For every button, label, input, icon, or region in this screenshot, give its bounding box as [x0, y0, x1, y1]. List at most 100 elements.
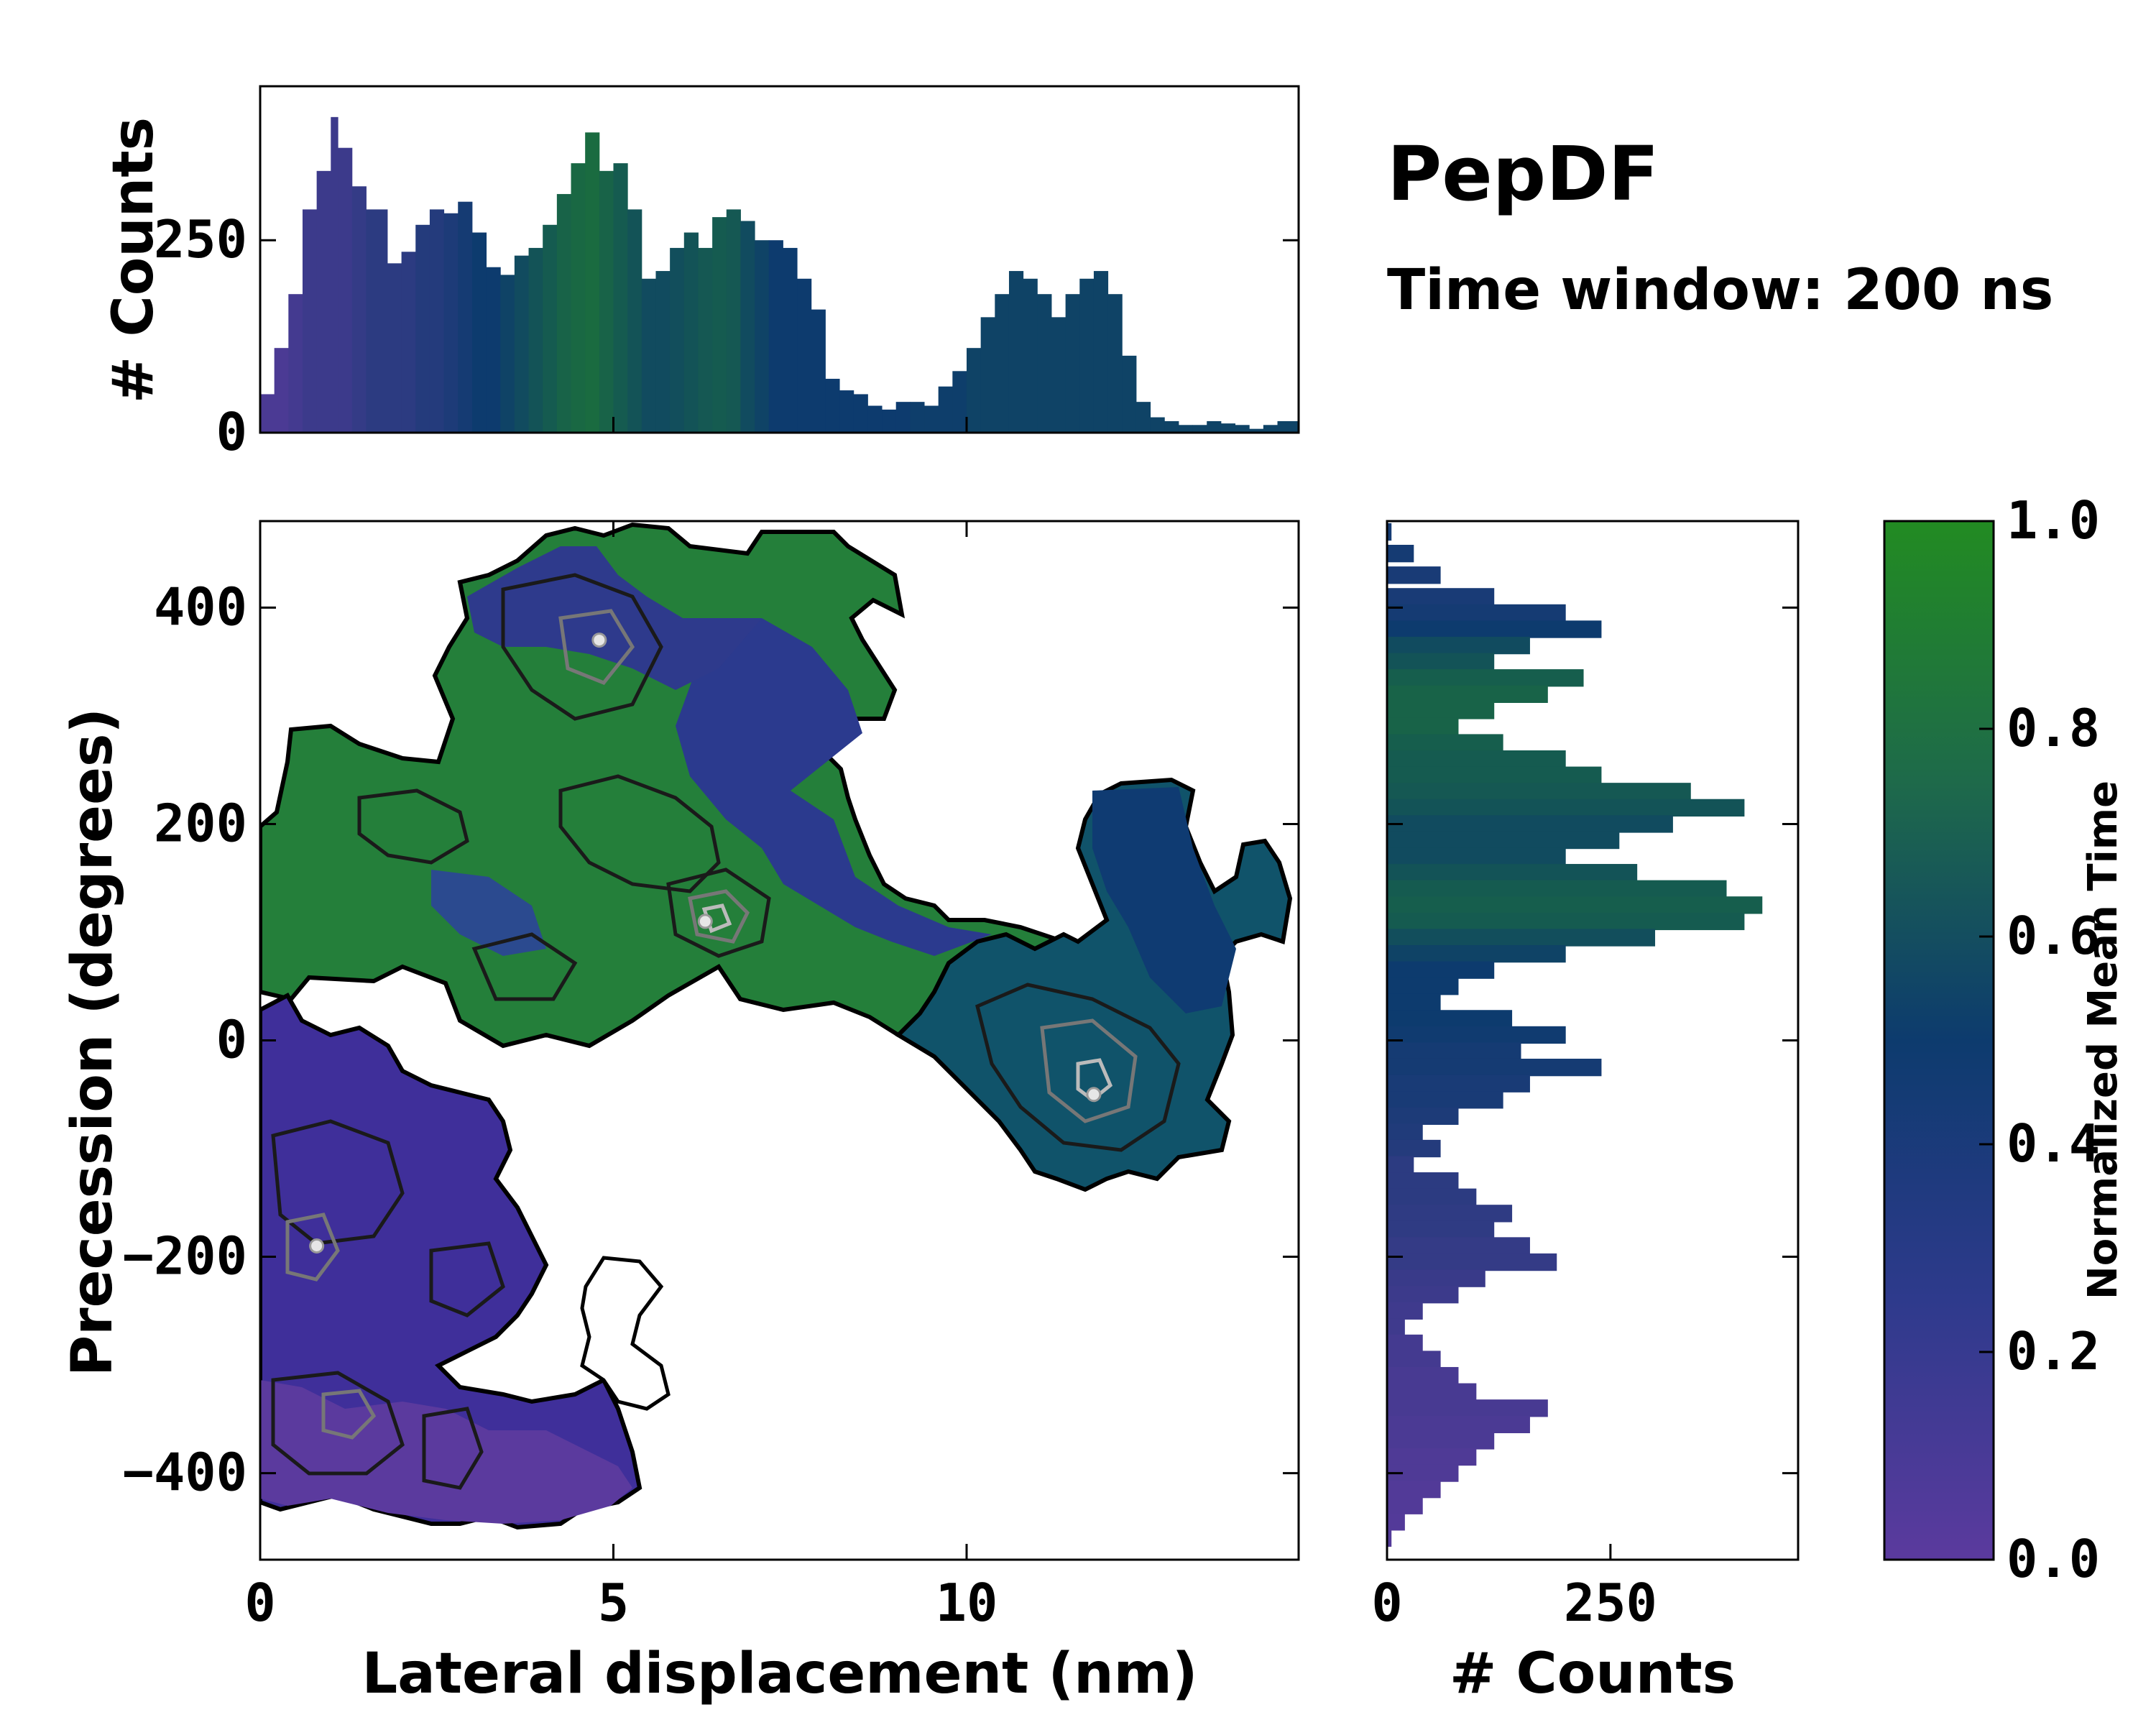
right-histogram-bar [1387, 1399, 1548, 1417]
top-histogram-bar [443, 213, 459, 433]
top-histogram-bar [1023, 278, 1038, 433]
right-histogram-bar [1387, 847, 1566, 865]
right-histogram-bar [1387, 993, 1441, 1011]
colorbar-tick-label: 0.4 [2007, 1113, 2100, 1174]
right-histogram-bar [1387, 1237, 1530, 1255]
y-tick-label: 400 [154, 576, 247, 637]
heatmap-cells [260, 522, 1293, 1530]
region-hole [580, 1256, 671, 1411]
right-histogram-bar [1387, 1172, 1459, 1190]
density-peak [697, 914, 713, 929]
right-histogram-bar [1387, 1302, 1423, 1320]
right-histogram-bar [1387, 944, 1566, 963]
right-histogram-bar [1387, 1366, 1459, 1385]
y-tick-label: 200 [154, 793, 247, 853]
top-histogram-bar [1122, 355, 1137, 433]
top-histogram-bar [797, 278, 812, 433]
main-heatmap-ticks: 0 5 10 −400 −200 0 200 400 [123, 521, 1299, 1633]
right-histogram-bar [1387, 1318, 1405, 1336]
top-histogram-bar [338, 147, 353, 433]
right-histogram-bars [1387, 523, 1763, 1547]
top-histogram-frame [259, 85, 1300, 434]
top-histogram-bar [811, 309, 826, 433]
region-right-blue [1092, 787, 1236, 1013]
right-histogram-bar [1387, 1269, 1485, 1287]
right-histogram-bar [1387, 1383, 1477, 1401]
x-tick-label: 5 [598, 1573, 629, 1633]
right-histogram-bar [1387, 669, 1584, 687]
right-histogram-bar [1387, 604, 1566, 622]
top-histogram-bar [966, 348, 982, 433]
top-histogram-bar [458, 201, 473, 433]
colorbar: 0.0 0.2 0.4 0.6 0.8 1.0 Normalized Mean Time [1883, 490, 2127, 1589]
top-histogram-bar [331, 116, 338, 433]
right-histogram-bar [1387, 717, 1459, 736]
right-histogram-bar [1387, 545, 1414, 563]
top-histogram-bar [1178, 425, 1194, 433]
top-histogram-bar [783, 247, 798, 433]
colorbar-tick-label: 1.0 [2007, 490, 2100, 551]
colorbar-tick-label: 0.2 [2007, 1321, 2100, 1381]
top-histogram: 0 250 # Counts [101, 85, 1300, 462]
region-lower-left [260, 992, 642, 1530]
colorbar-tick-label: 0.8 [2007, 698, 2100, 758]
top-histogram-ylabel: # Counts [101, 117, 166, 403]
colorbar-ticks: 0.0 0.2 0.4 0.6 0.8 1.0 [1979, 490, 2100, 1589]
right-histogram-bar [1387, 831, 1620, 850]
right-histogram-bar [1387, 1010, 1513, 1028]
top-histogram-bar [1065, 294, 1080, 433]
top-histogram-bar [1220, 423, 1236, 433]
x-tick-label: 0 [244, 1573, 275, 1633]
right-histogram-bar [1387, 1529, 1392, 1547]
top-histogram-bar [1093, 271, 1109, 433]
right-histogram-bar [1387, 1496, 1423, 1514]
top-histogram-bar [500, 275, 515, 433]
right-histogram-bar [1387, 815, 1673, 833]
contours [271, 573, 1181, 1490]
top-histogram-bar [895, 402, 911, 433]
region-upper-left [260, 522, 1067, 1049]
right-histogram-bar [1387, 1220, 1495, 1239]
density-peak [309, 1238, 325, 1254]
colorbar-tick-label: 0.6 [2007, 906, 2100, 966]
top-y-tick-label: 0 [216, 402, 247, 462]
top-histogram-bar [1277, 420, 1299, 433]
right-histogram-bar [1387, 750, 1566, 768]
top-histogram-bar [1037, 294, 1052, 433]
top-histogram-bar [1263, 425, 1279, 433]
top-histogram-bar [556, 193, 572, 433]
right-histogram-bar [1387, 1075, 1530, 1092]
region-upper-left-blue [676, 618, 992, 956]
top-histogram-bar [910, 402, 925, 433]
right-histogram-bar [1387, 1253, 1557, 1271]
top-histogram-bar [726, 209, 741, 433]
right-histogram-bar [1387, 1156, 1414, 1174]
top-histogram-bar [995, 294, 1010, 433]
top-y-tick-label: 250 [154, 209, 247, 270]
top-histogram-bar [924, 405, 939, 433]
right-histogram-bar [1387, 566, 1441, 584]
right-histogram: 0 250 # Counts [1371, 520, 1800, 1706]
right-histogram-bar [1387, 864, 1638, 882]
right-histogram-bar [1387, 1042, 1521, 1060]
top-histogram-bar [1235, 425, 1250, 433]
right-histogram-bar [1387, 880, 1727, 898]
top-histogram-bar [825, 379, 840, 433]
top-histogram-bar [952, 371, 967, 433]
top-histogram-bar [882, 409, 897, 433]
top-histogram-bar [755, 240, 770, 433]
right-histogram-bar [1387, 1091, 1503, 1109]
right-histogram-bar [1387, 685, 1548, 703]
top-histogram-bar [288, 294, 303, 433]
right-histogram-bar [1387, 1286, 1459, 1304]
density-peak [591, 632, 607, 648]
top-histogram-bar [528, 247, 543, 433]
top-histogram-bar [853, 394, 868, 433]
x-tick-label: 10 [936, 1573, 998, 1633]
y-tick-label: −400 [123, 1443, 247, 1503]
top-histogram-bar [274, 348, 289, 433]
top-histogram-bar [514, 255, 530, 433]
top-histogram-bar [768, 240, 783, 433]
right-histogram-bar [1387, 961, 1495, 979]
right-histogram-bar [1387, 523, 1392, 541]
